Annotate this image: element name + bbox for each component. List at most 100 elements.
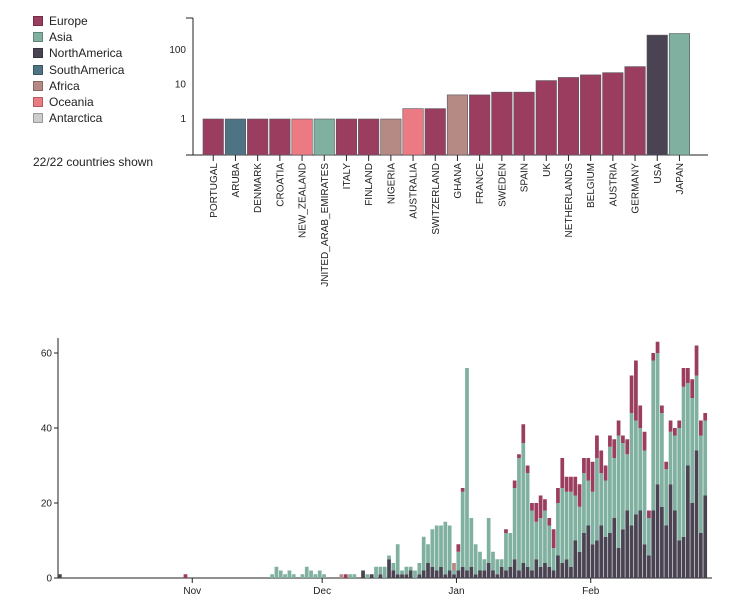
day-bar-segment <box>430 566 435 578</box>
day-bar-segment <box>322 574 326 578</box>
day-bar-segment <box>426 544 430 563</box>
day-bar-segment <box>417 563 422 575</box>
day-bar-segment <box>300 574 305 578</box>
day-bar-segment <box>512 480 517 488</box>
day-bar-segment <box>612 518 617 578</box>
day-bar-segment <box>482 559 487 571</box>
day-bar-segment <box>651 353 656 361</box>
day-bar-segment <box>508 566 513 578</box>
day-bar-segment <box>408 570 413 578</box>
day-bar-segment <box>434 570 439 578</box>
day-bar-segment <box>673 428 677 436</box>
day-bar-segment <box>625 439 630 455</box>
day-bar-segment <box>525 566 530 578</box>
day-bar-segment <box>521 424 526 443</box>
day-bar-segment <box>573 495 578 541</box>
day-bar-segment <box>421 536 426 571</box>
day-bar-segment <box>439 525 443 567</box>
day-bar-segment <box>504 529 508 533</box>
day-bar-segment <box>582 533 586 578</box>
day-bar-segment <box>625 510 630 578</box>
x-tick-label: GHANA <box>453 163 464 199</box>
day-bar-segment <box>417 574 422 578</box>
day-bar-segment <box>699 420 703 436</box>
day-bar-segment <box>378 566 383 575</box>
day-bar-segment <box>426 563 430 578</box>
x-tick-label: GERMANY <box>631 163 642 214</box>
day-bar-segment <box>621 435 625 443</box>
day-bar-segment <box>460 488 465 492</box>
day-bar-segment <box>538 495 543 518</box>
day-bar-segment <box>525 465 530 473</box>
day-bar-segment <box>543 510 547 563</box>
legend-item[interactable]: Africa <box>33 78 124 94</box>
day-bar-segment <box>634 420 638 515</box>
day-bar-segment <box>638 510 643 578</box>
legend-label: Asia <box>49 30 73 45</box>
day-bar-segment <box>283 574 287 578</box>
day-bar-segment <box>599 525 604 578</box>
day-bar-segment <box>582 473 586 533</box>
y-tick-label: 10 <box>175 80 187 91</box>
day-bar-segment <box>486 518 491 563</box>
x-tick-label: NEW_ZEALAND <box>298 163 309 238</box>
day-bar-segment <box>183 574 188 578</box>
legend-swatch <box>33 97 43 108</box>
day-bar-segment <box>543 563 547 578</box>
y-tick-label: 1 <box>180 114 186 125</box>
countries-shown-label: 22/22 countries shown <box>33 155 154 169</box>
day-bar-segment <box>473 544 478 575</box>
day-bar-segment <box>564 476 569 492</box>
day-bar-segment <box>595 540 599 578</box>
day-bar-segment <box>668 420 673 432</box>
day-bar-segment <box>456 570 461 578</box>
day-bar-segment <box>369 574 374 578</box>
day-bar-segment <box>677 420 682 428</box>
day-bar-segment <box>608 533 612 578</box>
day-bar-segment <box>603 465 608 481</box>
legend-item[interactable]: Oceania <box>33 94 124 110</box>
y-tick-label: 0 <box>46 574 52 585</box>
day-bar-segment <box>590 544 595 578</box>
x-tick-label: AUSTRALIA <box>409 163 420 219</box>
x-tick-label: FRANCE <box>475 163 486 204</box>
y-tick-label: 20 <box>41 499 53 510</box>
day-bar-segment <box>634 360 638 421</box>
day-bar-segment <box>556 503 560 556</box>
day-bar-segment <box>508 533 513 567</box>
legend-item[interactable]: Antarctica <box>33 110 124 126</box>
day-bar-segment <box>681 536 686 578</box>
day-bar-segment <box>404 566 409 575</box>
day-bar-segment <box>391 570 396 578</box>
day-bar-segment <box>278 570 283 578</box>
day-bar-segment <box>651 360 656 511</box>
legend-item[interactable]: Asia <box>33 29 124 45</box>
day-bar-segment <box>348 574 352 578</box>
day-bar-segment <box>686 368 690 383</box>
day-bar-segment <box>608 435 612 447</box>
legend-label: NorthAmerica <box>49 46 123 61</box>
legend-item[interactable]: Europe <box>33 13 124 29</box>
day-bar-segment <box>378 574 383 578</box>
month-label: Jan <box>448 586 464 597</box>
x-tick-label: UK <box>542 163 553 177</box>
legend-item[interactable]: NorthAmerica <box>33 45 124 61</box>
legend-label: Europe <box>49 14 88 29</box>
day-bar-segment <box>499 559 504 567</box>
day-bar-segment <box>621 529 625 578</box>
day-bar-segment <box>408 566 413 571</box>
day-bar-segment <box>365 574 370 578</box>
day-bar-segment <box>573 540 578 578</box>
day-bar-segment <box>673 435 677 511</box>
day-bar-segment <box>534 559 539 578</box>
y-tick-label: 60 <box>41 349 53 360</box>
day-bar-segment <box>395 574 400 578</box>
day-bar-segment <box>599 450 604 473</box>
day-bar-segment <box>391 563 396 571</box>
legend-swatch <box>33 64 43 75</box>
day-bar-segment <box>517 454 521 458</box>
day-bar-segment <box>456 551 461 571</box>
x-tick-label: AUSTRIA <box>608 163 619 207</box>
legend-item[interactable]: SouthAmerica <box>33 62 124 78</box>
x-tick-label: JAPAN <box>675 163 686 195</box>
